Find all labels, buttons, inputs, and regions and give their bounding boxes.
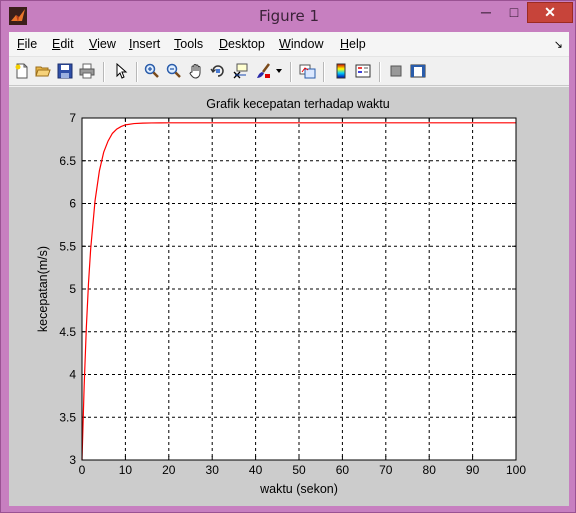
new-figure-icon[interactable] bbox=[12, 61, 32, 81]
toolbar-separator bbox=[323, 62, 325, 82]
x-tick-labels: 0 10 20 30 40 50 60 70 80 90 100 bbox=[79, 463, 527, 477]
hide-plot-tools-icon[interactable] bbox=[386, 61, 406, 81]
zoom-out-icon[interactable] bbox=[164, 61, 184, 81]
legend-icon[interactable] bbox=[353, 61, 373, 81]
menu-desktop-rest: esktop bbox=[228, 37, 265, 51]
colorbar-icon[interactable] bbox=[331, 61, 351, 81]
menu-help-accel: H bbox=[340, 37, 350, 51]
x-tick-label: 90 bbox=[466, 463, 480, 477]
x-tick-label: 20 bbox=[162, 463, 176, 477]
y-tick-label: 5 bbox=[69, 282, 76, 296]
menu-tools-accel: T bbox=[174, 37, 181, 51]
menu-desktop-accel: D bbox=[219, 37, 229, 51]
menu-edit-accel: E bbox=[52, 37, 61, 51]
close-button[interactable]: ✕ bbox=[527, 2, 573, 23]
y-tick-label: 6.5 bbox=[59, 154, 76, 168]
menu-window-rest: indow bbox=[290, 37, 324, 51]
plot-svg[interactable]: Grafik kecepatan terhadap waktu 0 10 20 30 4… bbox=[9, 87, 569, 506]
y-tick-label: 3.5 bbox=[59, 410, 76, 424]
toolbar-separator bbox=[136, 62, 138, 82]
y-tick-label: 4 bbox=[69, 368, 76, 382]
plot-frame bbox=[81, 117, 517, 461]
y-tick-label: 5.5 bbox=[59, 239, 76, 253]
y-tick-label: 3 bbox=[69, 453, 76, 467]
menu-insert[interactable]: Insert bbox=[129, 37, 160, 51]
x-tick-label: 80 bbox=[423, 463, 437, 477]
maximize-button[interactable]: □ bbox=[509, 4, 519, 20]
save-icon[interactable] bbox=[55, 61, 75, 81]
zoom-in-icon[interactable] bbox=[142, 61, 162, 81]
print-icon[interactable] bbox=[77, 61, 97, 81]
dock-figure-icon[interactable]: ↘ bbox=[553, 39, 563, 51]
x-tick-label: 0 bbox=[79, 463, 86, 477]
menu-insert-accel: I bbox=[129, 37, 133, 51]
menu-window-accel: W bbox=[279, 37, 291, 51]
link-plot-icon[interactable] bbox=[298, 61, 318, 81]
x-tick-label: 30 bbox=[206, 463, 220, 477]
chart-title: Grafik kecepatan terhadap waktu bbox=[206, 97, 389, 111]
minimize-button[interactable]: ─ bbox=[481, 4, 491, 20]
menu-view-rest: iew bbox=[97, 37, 116, 51]
menu-view[interactable]: View bbox=[89, 37, 116, 51]
y-tick-label: 4.5 bbox=[59, 325, 76, 339]
toolbar-separator bbox=[379, 62, 381, 82]
open-file-icon[interactable] bbox=[33, 61, 53, 81]
menu-desktop[interactable]: Desktop bbox=[219, 37, 265, 51]
y-tick-labels: 3 3.5 4 4.5 5 5.5 6 6.5 7 bbox=[59, 111, 76, 467]
select-arrow-icon[interactable] bbox=[111, 61, 131, 81]
y-axis-label: kecepatan(m/s) bbox=[36, 246, 50, 332]
data-cursor-icon[interactable] bbox=[230, 61, 250, 81]
menu-bar: File Edit View Insert Tools Desktop Wind… bbox=[9, 32, 569, 56]
menu-edit-rest: dit bbox=[60, 37, 74, 51]
brush-dropdown-icon[interactable] bbox=[274, 61, 284, 81]
matlab-logo-icon bbox=[9, 7, 27, 25]
x-tick-label: 100 bbox=[506, 463, 526, 477]
window-title: Figure 1 bbox=[258, 7, 320, 25]
figure-client: File Edit View Insert Tools Desktop Wind… bbox=[9, 32, 569, 506]
rotate-3d-icon[interactable] bbox=[208, 61, 228, 81]
menu-help-rest: elp bbox=[349, 37, 366, 51]
menu-view-accel: V bbox=[89, 37, 98, 51]
y-tick-label: 6 bbox=[69, 197, 76, 211]
menu-tools-rest: ools bbox=[180, 37, 204, 51]
show-plot-tools-icon[interactable] bbox=[408, 61, 428, 81]
x-tick-label: 50 bbox=[292, 463, 306, 477]
x-tick-label: 40 bbox=[249, 463, 263, 477]
x-tick-label: 70 bbox=[379, 463, 393, 477]
toolbar-separator bbox=[103, 62, 105, 82]
axis-ticks bbox=[81, 117, 517, 461]
menu-tools[interactable]: Tools bbox=[174, 37, 203, 51]
menu-window[interactable]: Window bbox=[279, 37, 323, 51]
menu-insert-rest: nsert bbox=[132, 37, 161, 51]
title-bar[interactable]: Figure 1 ─ □ ✕ bbox=[1, 1, 576, 31]
y-tick-label: 7 bbox=[69, 111, 76, 125]
brush-icon[interactable] bbox=[253, 61, 273, 81]
figure-canvas[interactable]: Grafik kecepatan terhadap waktu 0 10 20 30 4… bbox=[9, 87, 569, 506]
figure-toolbar bbox=[9, 56, 569, 86]
menu-file-accel: F bbox=[17, 37, 25, 51]
menu-file-rest: ile bbox=[24, 37, 38, 51]
x-tick-label: 60 bbox=[336, 463, 350, 477]
menu-edit[interactable]: Edit bbox=[52, 37, 74, 51]
menu-file[interactable]: File bbox=[17, 37, 37, 51]
x-tick-label: 10 bbox=[119, 463, 133, 477]
series-line-velocity bbox=[81, 122, 516, 461]
series-group bbox=[81, 122, 516, 461]
toolbar-separator bbox=[290, 62, 292, 82]
pan-hand-icon[interactable] bbox=[186, 61, 206, 81]
x-axis-label: waktu (sekon) bbox=[259, 482, 338, 496]
grid-lines bbox=[82, 118, 516, 460]
menu-help[interactable]: Help bbox=[340, 37, 366, 51]
